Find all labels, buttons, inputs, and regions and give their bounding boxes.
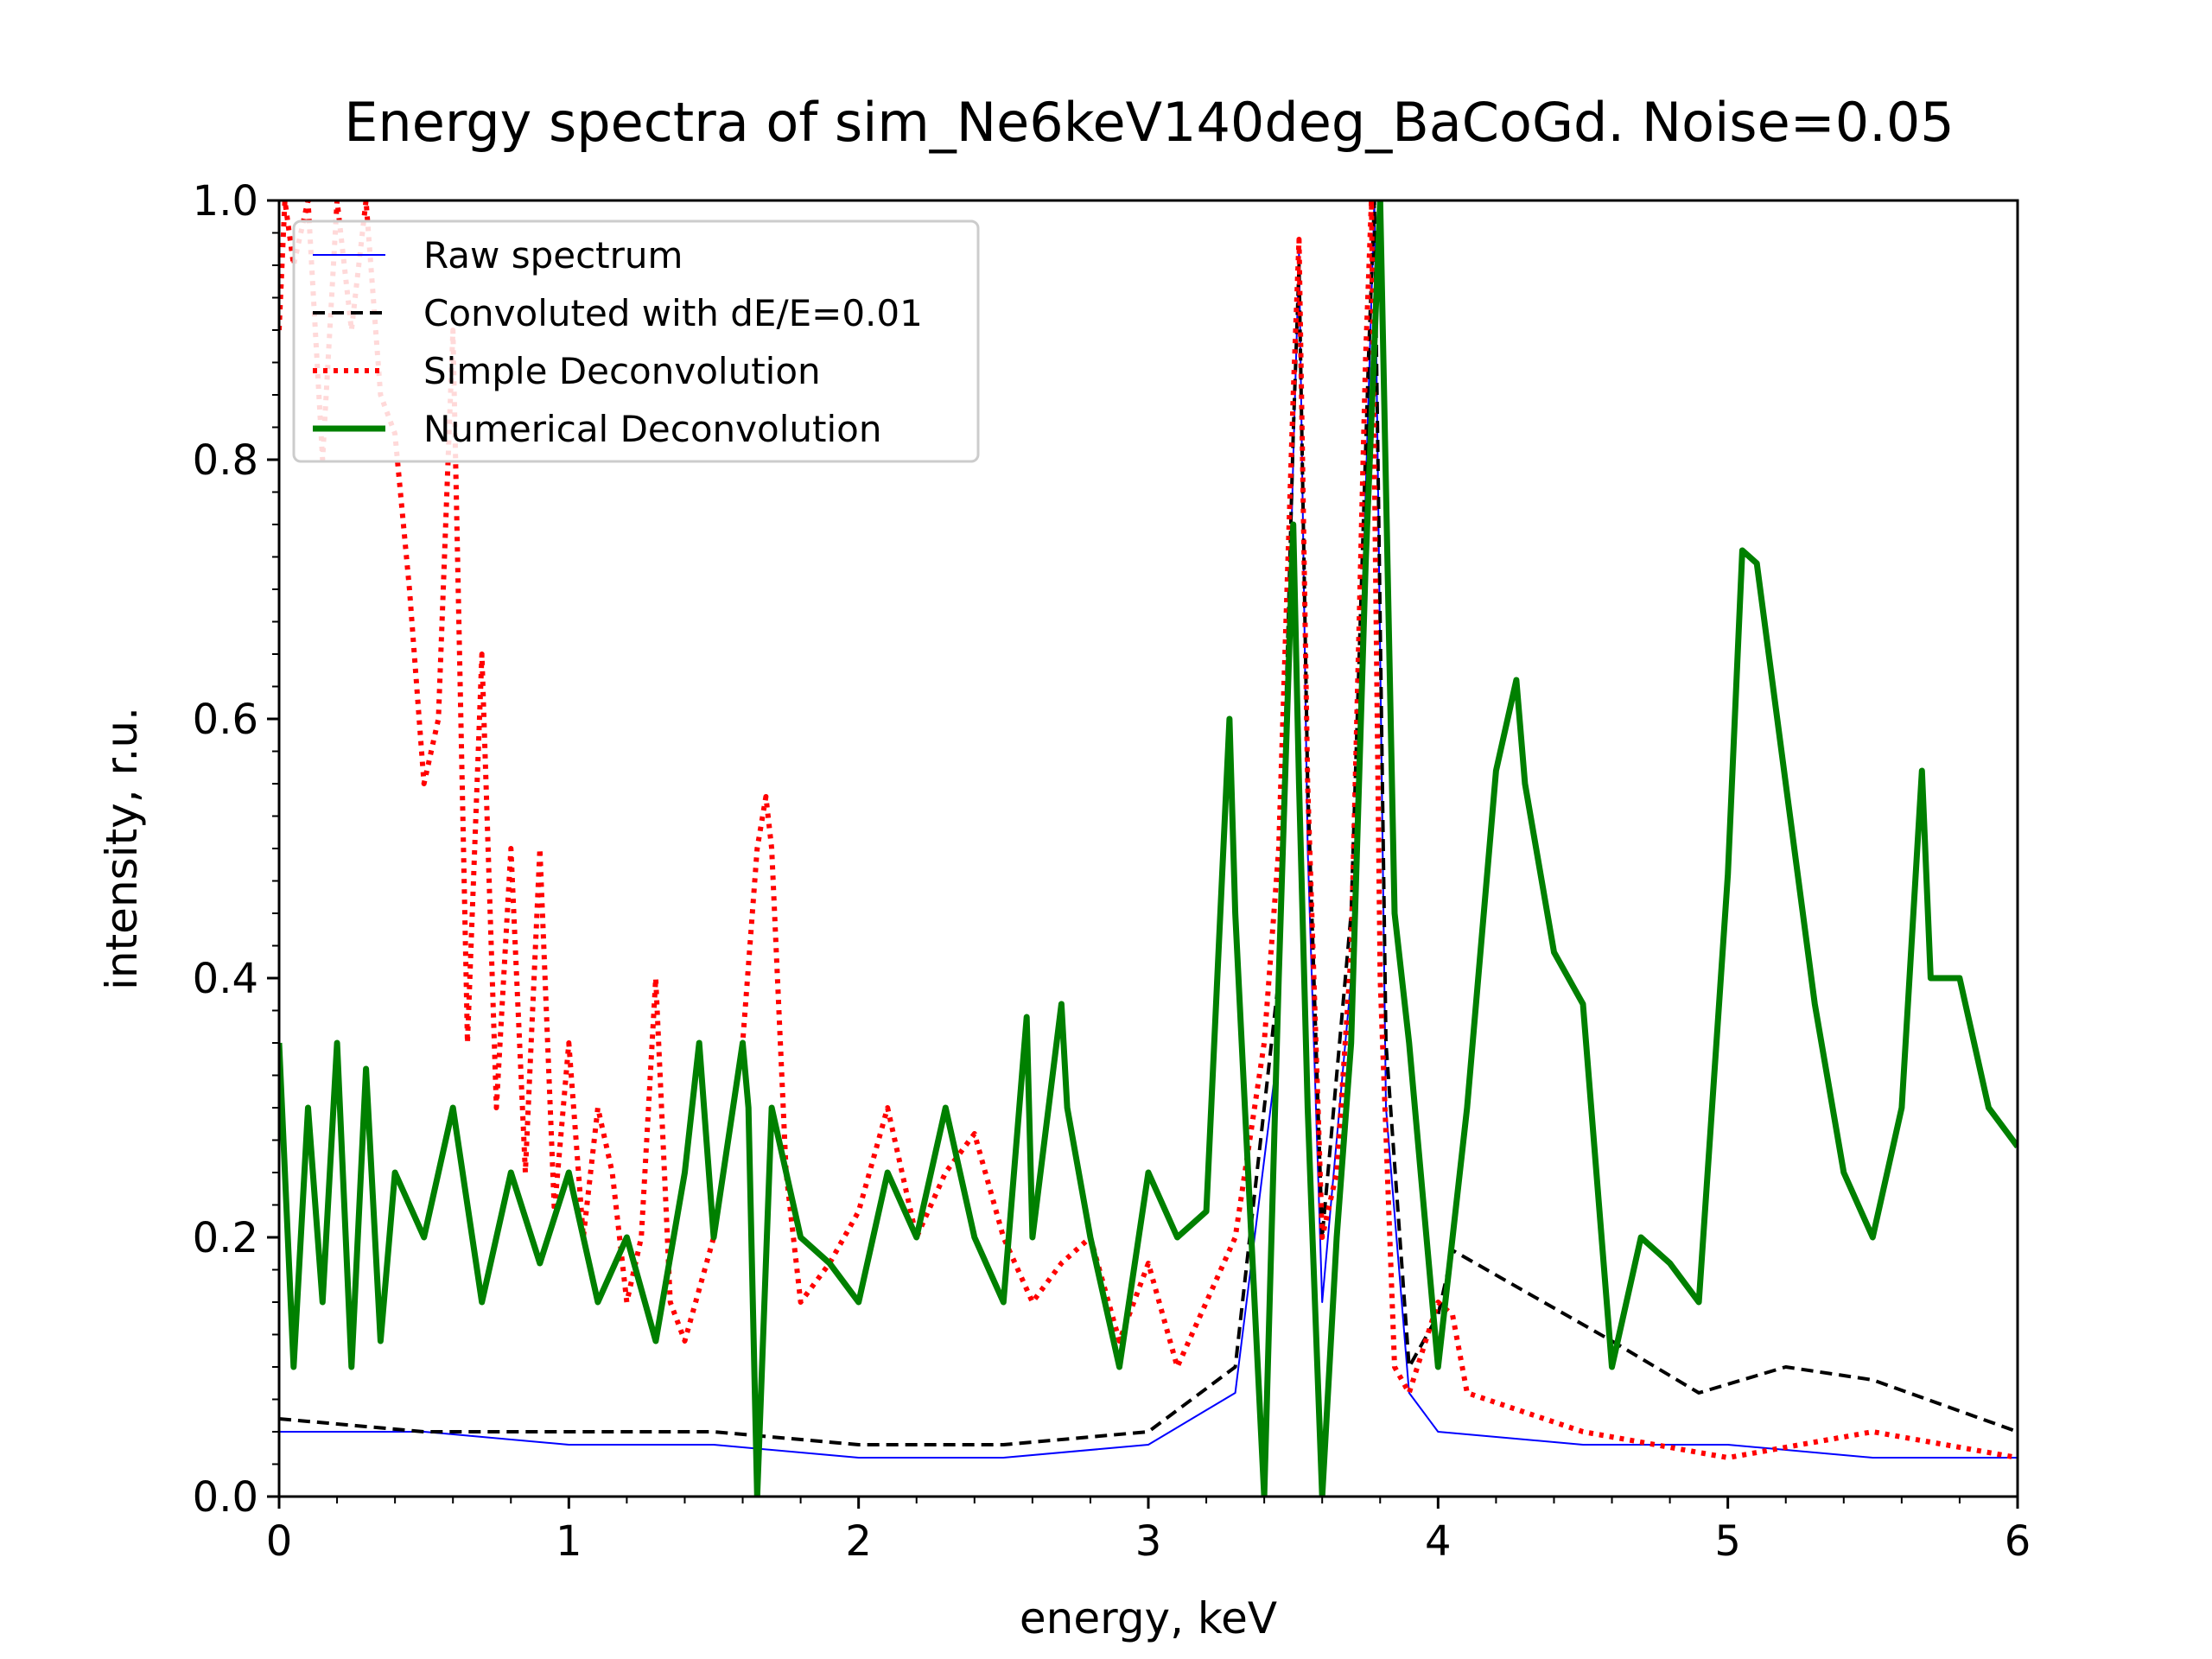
x-tick-label: 5	[1714, 1517, 1741, 1566]
legend: Raw spectrum Convoluted with dE/E=0.01 Sim…	[292, 219, 980, 463]
series-layer	[279, 200, 2018, 1497]
x-tick-label: 6	[2005, 1517, 2031, 1566]
x-tick-label: 0	[266, 1517, 293, 1566]
y-axis-label: intensity, r.u.	[97, 707, 147, 990]
y-tick-label: 0.0	[193, 1473, 258, 1522]
x-tick-label: 4	[1425, 1517, 1452, 1566]
x-tick-label: 2	[845, 1517, 872, 1566]
legend-box	[292, 219, 980, 463]
series-line-1	[279, 200, 2018, 1459]
y-tick-label: 0.8	[193, 436, 258, 485]
y-tick-label: 0.4	[193, 955, 258, 1003]
y-tick-label: 1.0	[193, 177, 258, 226]
legend-label-1: Raw spectrum	[423, 234, 683, 276]
x-tick-label: 1	[556, 1517, 582, 1566]
chart-title: Energy spectra of sim_Ne6keV140deg_BaCoG…	[344, 91, 1955, 154]
legend-label-2: Convoluted with dE/E=0.01	[423, 292, 923, 334]
x-axis-label: energy, keV	[1020, 1593, 1277, 1643]
series-line-4	[279, 200, 2018, 1497]
y-tick-label: 0.6	[193, 696, 258, 744]
legend-label-3: Simple Deconvolution	[423, 350, 821, 392]
y-tick-label: 0.2	[193, 1214, 258, 1262]
x-tick-label: 3	[1135, 1517, 1162, 1566]
x-axis: 0 1 2 3 4 5 6	[266, 1497, 2031, 1566]
legend-label-4: Numerical Deconvolution	[423, 408, 881, 450]
y-axis: 0.0 0.2 0.4 0.6 0.8 1.0	[193, 177, 279, 1522]
